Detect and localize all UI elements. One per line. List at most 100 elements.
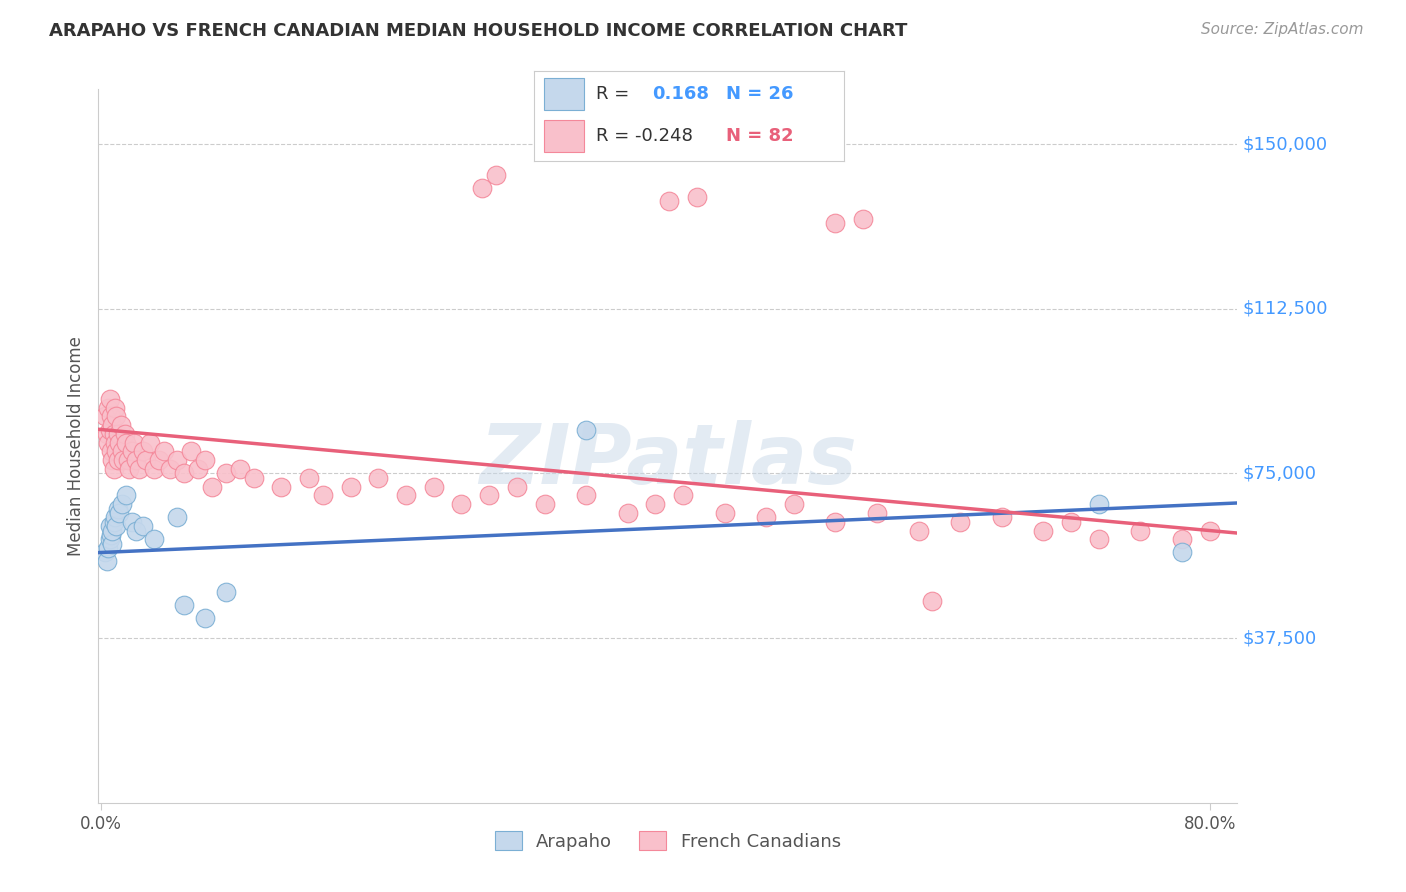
Point [108,506,131,520]
Point [105,519,128,533]
Point [575,488,598,502]
Point [194,611,217,625]
Point [148,453,170,467]
Point [104,510,127,524]
Point [686,190,709,204]
Point [159,462,181,476]
Point [270,480,292,494]
Point [105,409,128,424]
Point [824,515,846,529]
Point [471,181,494,195]
Point [98,423,121,437]
Point [672,488,695,502]
Point [132,444,155,458]
Point [173,467,195,481]
Point [117,453,139,467]
Point [242,471,264,485]
Point [422,480,444,494]
Point [125,524,148,538]
Text: N = 82: N = 82 [725,127,793,145]
Point [103,462,125,476]
Point [132,519,155,533]
Point [215,585,238,599]
Point [105,444,128,458]
Text: $75,000: $75,000 [1243,465,1317,483]
Legend: Arapaho, French Canadians: Arapaho, French Canadians [488,824,848,858]
Y-axis label: Median Household Income: Median Household Income [66,336,84,556]
Point [108,435,131,450]
Point [755,510,778,524]
Point [478,488,501,502]
Point [921,594,943,608]
Point [187,462,209,476]
Point [121,515,143,529]
Point [852,211,875,226]
Point [124,435,146,450]
Point [97,541,120,555]
Point [1171,533,1194,547]
Point [229,462,252,476]
Point [450,497,472,511]
Point [97,435,120,450]
Point [485,168,508,182]
Text: $150,000: $150,000 [1243,135,1329,153]
Point [107,426,129,441]
Point [135,453,157,467]
Point [1198,524,1220,538]
Point [107,501,129,516]
Point [98,519,121,533]
Point [533,497,555,511]
Point [112,453,135,467]
Text: $37,500: $37,500 [1243,629,1317,647]
Point [142,462,165,476]
Point [111,444,134,458]
Point [166,510,188,524]
Point [575,423,598,437]
Point [125,453,148,467]
Point [103,426,125,441]
Point [367,471,389,485]
Point [101,453,124,467]
Point [97,401,120,415]
Point [98,392,121,406]
Point [907,524,929,538]
Point [107,453,129,467]
Point [990,510,1012,524]
Point [111,497,134,511]
Point [180,444,202,458]
Point [173,598,195,612]
Point [949,515,972,529]
Point [98,533,121,547]
Point [166,453,188,467]
Point [115,435,138,450]
Point [1129,524,1152,538]
Point [100,444,122,458]
Point [1032,524,1054,538]
Text: Source: ZipAtlas.com: Source: ZipAtlas.com [1201,22,1364,37]
Point [118,462,141,476]
Point [100,528,122,542]
Point [616,506,638,520]
Point [1087,533,1109,547]
Point [194,453,217,467]
Text: R =: R = [596,85,630,103]
Point [1060,515,1083,529]
Point [100,409,122,424]
Point [101,524,124,538]
Point [658,194,681,209]
Point [96,426,118,441]
Text: N = 26: N = 26 [725,85,793,103]
Point [104,401,127,415]
Text: ARAPAHO VS FRENCH CANADIAN MEDIAN HOUSEHOLD INCOME CORRELATION CHART: ARAPAHO VS FRENCH CANADIAN MEDIAN HOUSEH… [49,22,908,40]
Point [824,216,846,230]
Bar [544,78,583,110]
Point [101,537,124,551]
Text: R = -0.248: R = -0.248 [596,127,693,145]
Text: 0.168: 0.168 [652,85,709,103]
Point [104,435,127,450]
Point [201,480,224,494]
Point [96,554,118,568]
Point [644,497,666,511]
Point [339,480,361,494]
Point [142,533,165,547]
